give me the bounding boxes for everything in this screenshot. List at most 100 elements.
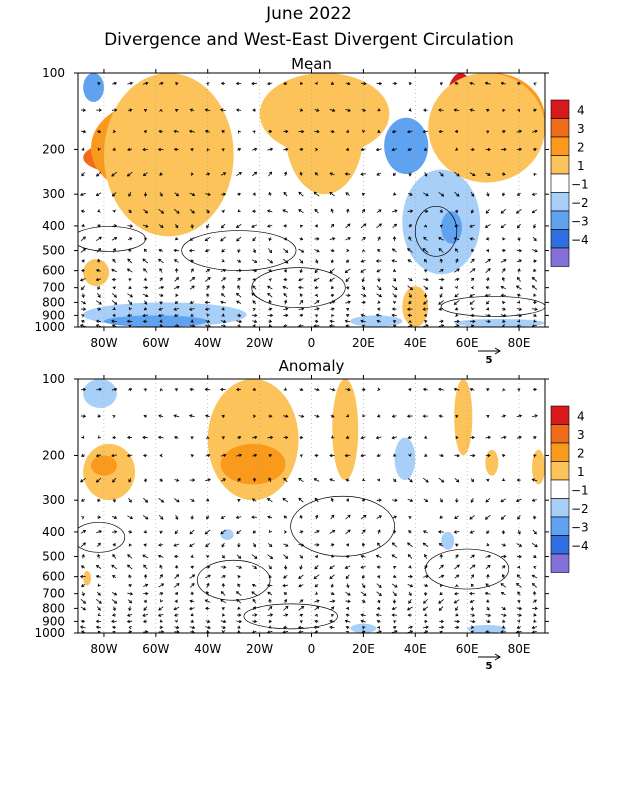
vector-arrowhead <box>252 530 256 534</box>
vector-arrowhead <box>298 630 302 633</box>
vector-arrowhead <box>221 209 225 214</box>
vector-arrow <box>485 436 491 439</box>
vector-arrow <box>469 82 475 85</box>
vector-arrow <box>408 236 412 242</box>
vector-arrow <box>516 555 522 558</box>
y-tick-label: 200 <box>42 142 65 156</box>
vector-arrowhead <box>145 285 149 290</box>
vector-arrowhead <box>253 565 258 569</box>
vector-arrow <box>422 248 429 253</box>
vector-arrow <box>393 277 396 282</box>
vector-arrowhead <box>128 387 133 392</box>
x-tick-label: 0 <box>308 642 316 656</box>
vector-arrow <box>253 388 256 391</box>
vector-arrow <box>470 109 475 112</box>
colorbar-segment <box>550 442 570 462</box>
vector-arrowhead <box>235 224 240 228</box>
vector-arrow <box>517 591 521 596</box>
vector-arrowhead <box>486 193 490 197</box>
vector-arrowhead <box>347 108 351 112</box>
vector-arrowhead <box>438 600 442 604</box>
vector-arrow <box>330 543 334 546</box>
vector-arrow <box>174 415 180 418</box>
vector-arrowhead <box>298 625 302 630</box>
vector-arrowhead <box>517 531 521 535</box>
vector-arrow <box>393 530 396 534</box>
vector-arrowhead <box>111 564 115 568</box>
vector-arrowhead <box>330 584 334 588</box>
vector-arrow <box>269 278 271 281</box>
vector-arrow <box>361 631 366 633</box>
vector-arrowhead <box>391 248 396 252</box>
vector-arrowhead <box>423 108 427 112</box>
vector-arrowhead <box>285 605 289 609</box>
vector-arrowhead <box>254 259 258 263</box>
vector-arrowhead <box>456 319 460 324</box>
vector-arrowhead <box>375 554 380 558</box>
vector-arrow <box>298 286 304 289</box>
figure-subtitle: Divergence and West-East Divergent Circu… <box>104 30 514 50</box>
vector-arrowhead <box>516 574 520 578</box>
vector-arrow <box>283 308 288 311</box>
vector-arrowhead <box>113 224 118 228</box>
vector-arrowhead <box>95 453 100 458</box>
vector-arrow <box>111 300 117 305</box>
vector-arrow <box>191 555 194 558</box>
vector-arrowhead <box>345 324 349 327</box>
vector-arrowhead <box>176 499 180 503</box>
vector-arrow <box>206 631 209 633</box>
vector-arrowhead <box>111 324 116 327</box>
vector-arrow <box>516 436 522 439</box>
vector-arrowhead <box>406 414 411 418</box>
vector-arrow <box>298 497 304 503</box>
vector-arrow <box>330 224 334 228</box>
vector-arrowhead <box>221 613 226 617</box>
vector-arrowhead <box>142 319 147 324</box>
y-tick-label: 200 <box>42 448 65 462</box>
vector-arrowhead <box>410 209 414 213</box>
vector-arrow <box>284 599 287 604</box>
vector-arrowhead <box>283 81 287 86</box>
vector-arrowhead <box>515 630 520 633</box>
vector-arrowhead <box>97 414 102 418</box>
vector-arrowhead <box>485 130 490 134</box>
vector-arrowhead <box>143 564 147 568</box>
vector-arrowhead <box>298 191 302 195</box>
vector-arrowhead <box>252 277 256 282</box>
vector-arrow <box>268 454 272 457</box>
vector-arrow <box>345 574 350 579</box>
vector-arrow <box>111 237 117 241</box>
vector-arrowhead <box>486 599 490 603</box>
vector-arrowhead <box>516 319 520 323</box>
vector-arrowhead <box>439 592 443 596</box>
vector-arrow <box>299 148 303 151</box>
vector-arrowhead <box>377 529 381 533</box>
vector-arrowhead <box>283 530 288 534</box>
colorbar-segment <box>550 516 570 536</box>
vector-arrowhead <box>82 301 86 305</box>
vector-arrow <box>158 82 164 85</box>
vector-arrow <box>251 224 258 228</box>
vector-arrow <box>501 415 506 418</box>
vector-arrow <box>80 277 86 281</box>
x-tick-label: 40W <box>194 642 221 656</box>
vector-arrowhead <box>145 224 149 228</box>
vector-arrowhead <box>97 498 101 503</box>
vector-arrowhead <box>114 108 118 112</box>
vector-arrowhead <box>283 171 288 175</box>
vector-arrowhead <box>377 542 381 546</box>
vector-arrow <box>314 249 320 253</box>
vector-arrowhead <box>298 584 302 588</box>
vector-arrowhead <box>362 286 366 290</box>
vector-arrowhead <box>329 619 333 623</box>
vector-arrow <box>189 130 195 133</box>
vector-arrow <box>205 388 211 391</box>
vector-arrow <box>127 592 133 595</box>
vector-arrow <box>438 248 444 253</box>
divergence-region <box>454 379 473 456</box>
vector-arrow <box>455 248 459 253</box>
divergence-region <box>259 73 390 155</box>
vector-arrowhead <box>157 435 162 440</box>
contour-loop <box>78 521 126 553</box>
vector-arrow <box>345 454 351 457</box>
